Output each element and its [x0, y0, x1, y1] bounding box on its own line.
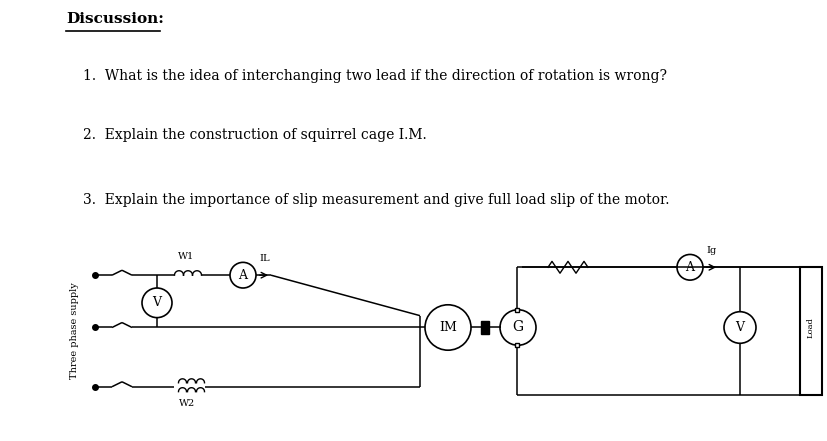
- Text: A: A: [238, 269, 247, 282]
- Text: 2.  Explain the construction of squirrel cage I.M.: 2. Explain the construction of squirrel …: [83, 128, 426, 142]
- Text: Ig: Ig: [705, 247, 715, 255]
- Text: V: V: [734, 321, 743, 334]
- Bar: [799, 267, 821, 395]
- Text: V: V: [152, 296, 161, 309]
- Bar: [480, 321, 489, 334]
- Text: W1: W1: [178, 252, 194, 262]
- Text: 3.  Explain the importance of slip measurement and give full load slip of the mo: 3. Explain the importance of slip measur…: [83, 193, 668, 207]
- Text: Load: Load: [806, 317, 814, 338]
- Text: G: G: [512, 321, 523, 334]
- Bar: [514, 343, 519, 347]
- Text: Discussion:: Discussion:: [66, 12, 164, 26]
- Text: 1.  What is the idea of interchanging two lead if the direction of rotation is w: 1. What is the idea of interchanging two…: [83, 69, 666, 83]
- Bar: [514, 308, 519, 312]
- Text: Three phase supply: Three phase supply: [70, 282, 79, 379]
- Text: A: A: [685, 261, 694, 274]
- Text: IL: IL: [259, 254, 270, 263]
- Text: W2: W2: [179, 399, 195, 407]
- Text: IM: IM: [438, 321, 457, 334]
